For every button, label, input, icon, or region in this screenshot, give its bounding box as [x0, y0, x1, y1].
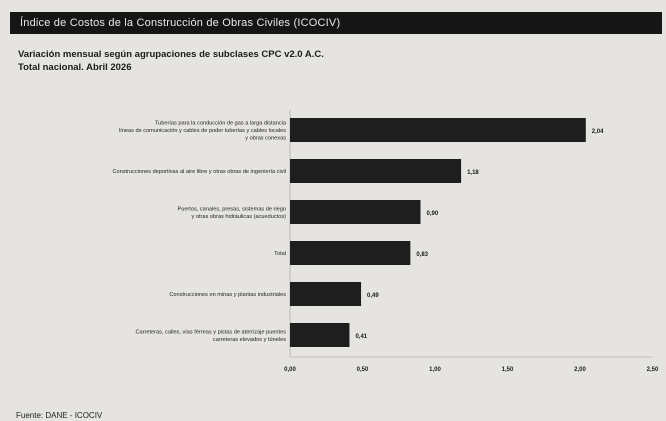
bar — [290, 200, 421, 224]
category-label: Total — [274, 251, 286, 257]
subtitle-line-1: Variación mensual según agrupaciones de … — [18, 49, 324, 60]
chart-source: Fuente: DANE - ICOCIV — [16, 411, 103, 420]
category-label: Puertos, canales, presas, sistemas de ri… — [177, 206, 286, 220]
x-tick-label: 1,00 — [429, 367, 441, 373]
bar — [290, 159, 462, 183]
bar-value-label: 1,18 — [467, 170, 479, 176]
x-tick-label: 0,50 — [357, 367, 369, 373]
bar-value-label: 0,49 — [367, 293, 379, 299]
chart-title-bar: Índice de Costos de la Construcción de O… — [10, 12, 662, 34]
category-label: Tuberías para la conducción de gas a lar… — [119, 121, 287, 142]
bar — [290, 323, 350, 347]
category-label: Carreteras, calles, vías férreas y pista… — [136, 329, 287, 343]
bar-value-label: 0,83 — [416, 252, 428, 258]
bar — [290, 282, 362, 306]
bar — [290, 241, 411, 265]
x-tick-label: 0,00 — [284, 367, 296, 373]
x-tick-label: 2,50 — [647, 367, 659, 373]
bar-value-label: 2,04 — [592, 129, 604, 135]
bar — [290, 118, 586, 142]
bar-value-label: 0,41 — [355, 334, 367, 340]
x-tick-label: 2,00 — [574, 367, 586, 373]
x-tick-label: 1,50 — [502, 367, 514, 373]
category-label: Construcciones deportivas al aire libre … — [113, 169, 287, 175]
category-label: Construcciones en minas y plantas indust… — [169, 292, 286, 298]
subtitle-line-2: Total nacional. Abril 2026 — [18, 62, 132, 73]
bar-value-label: 0,90 — [427, 211, 439, 217]
chart-subtitle: Variación mensual según agrupaciones de … — [18, 48, 324, 74]
